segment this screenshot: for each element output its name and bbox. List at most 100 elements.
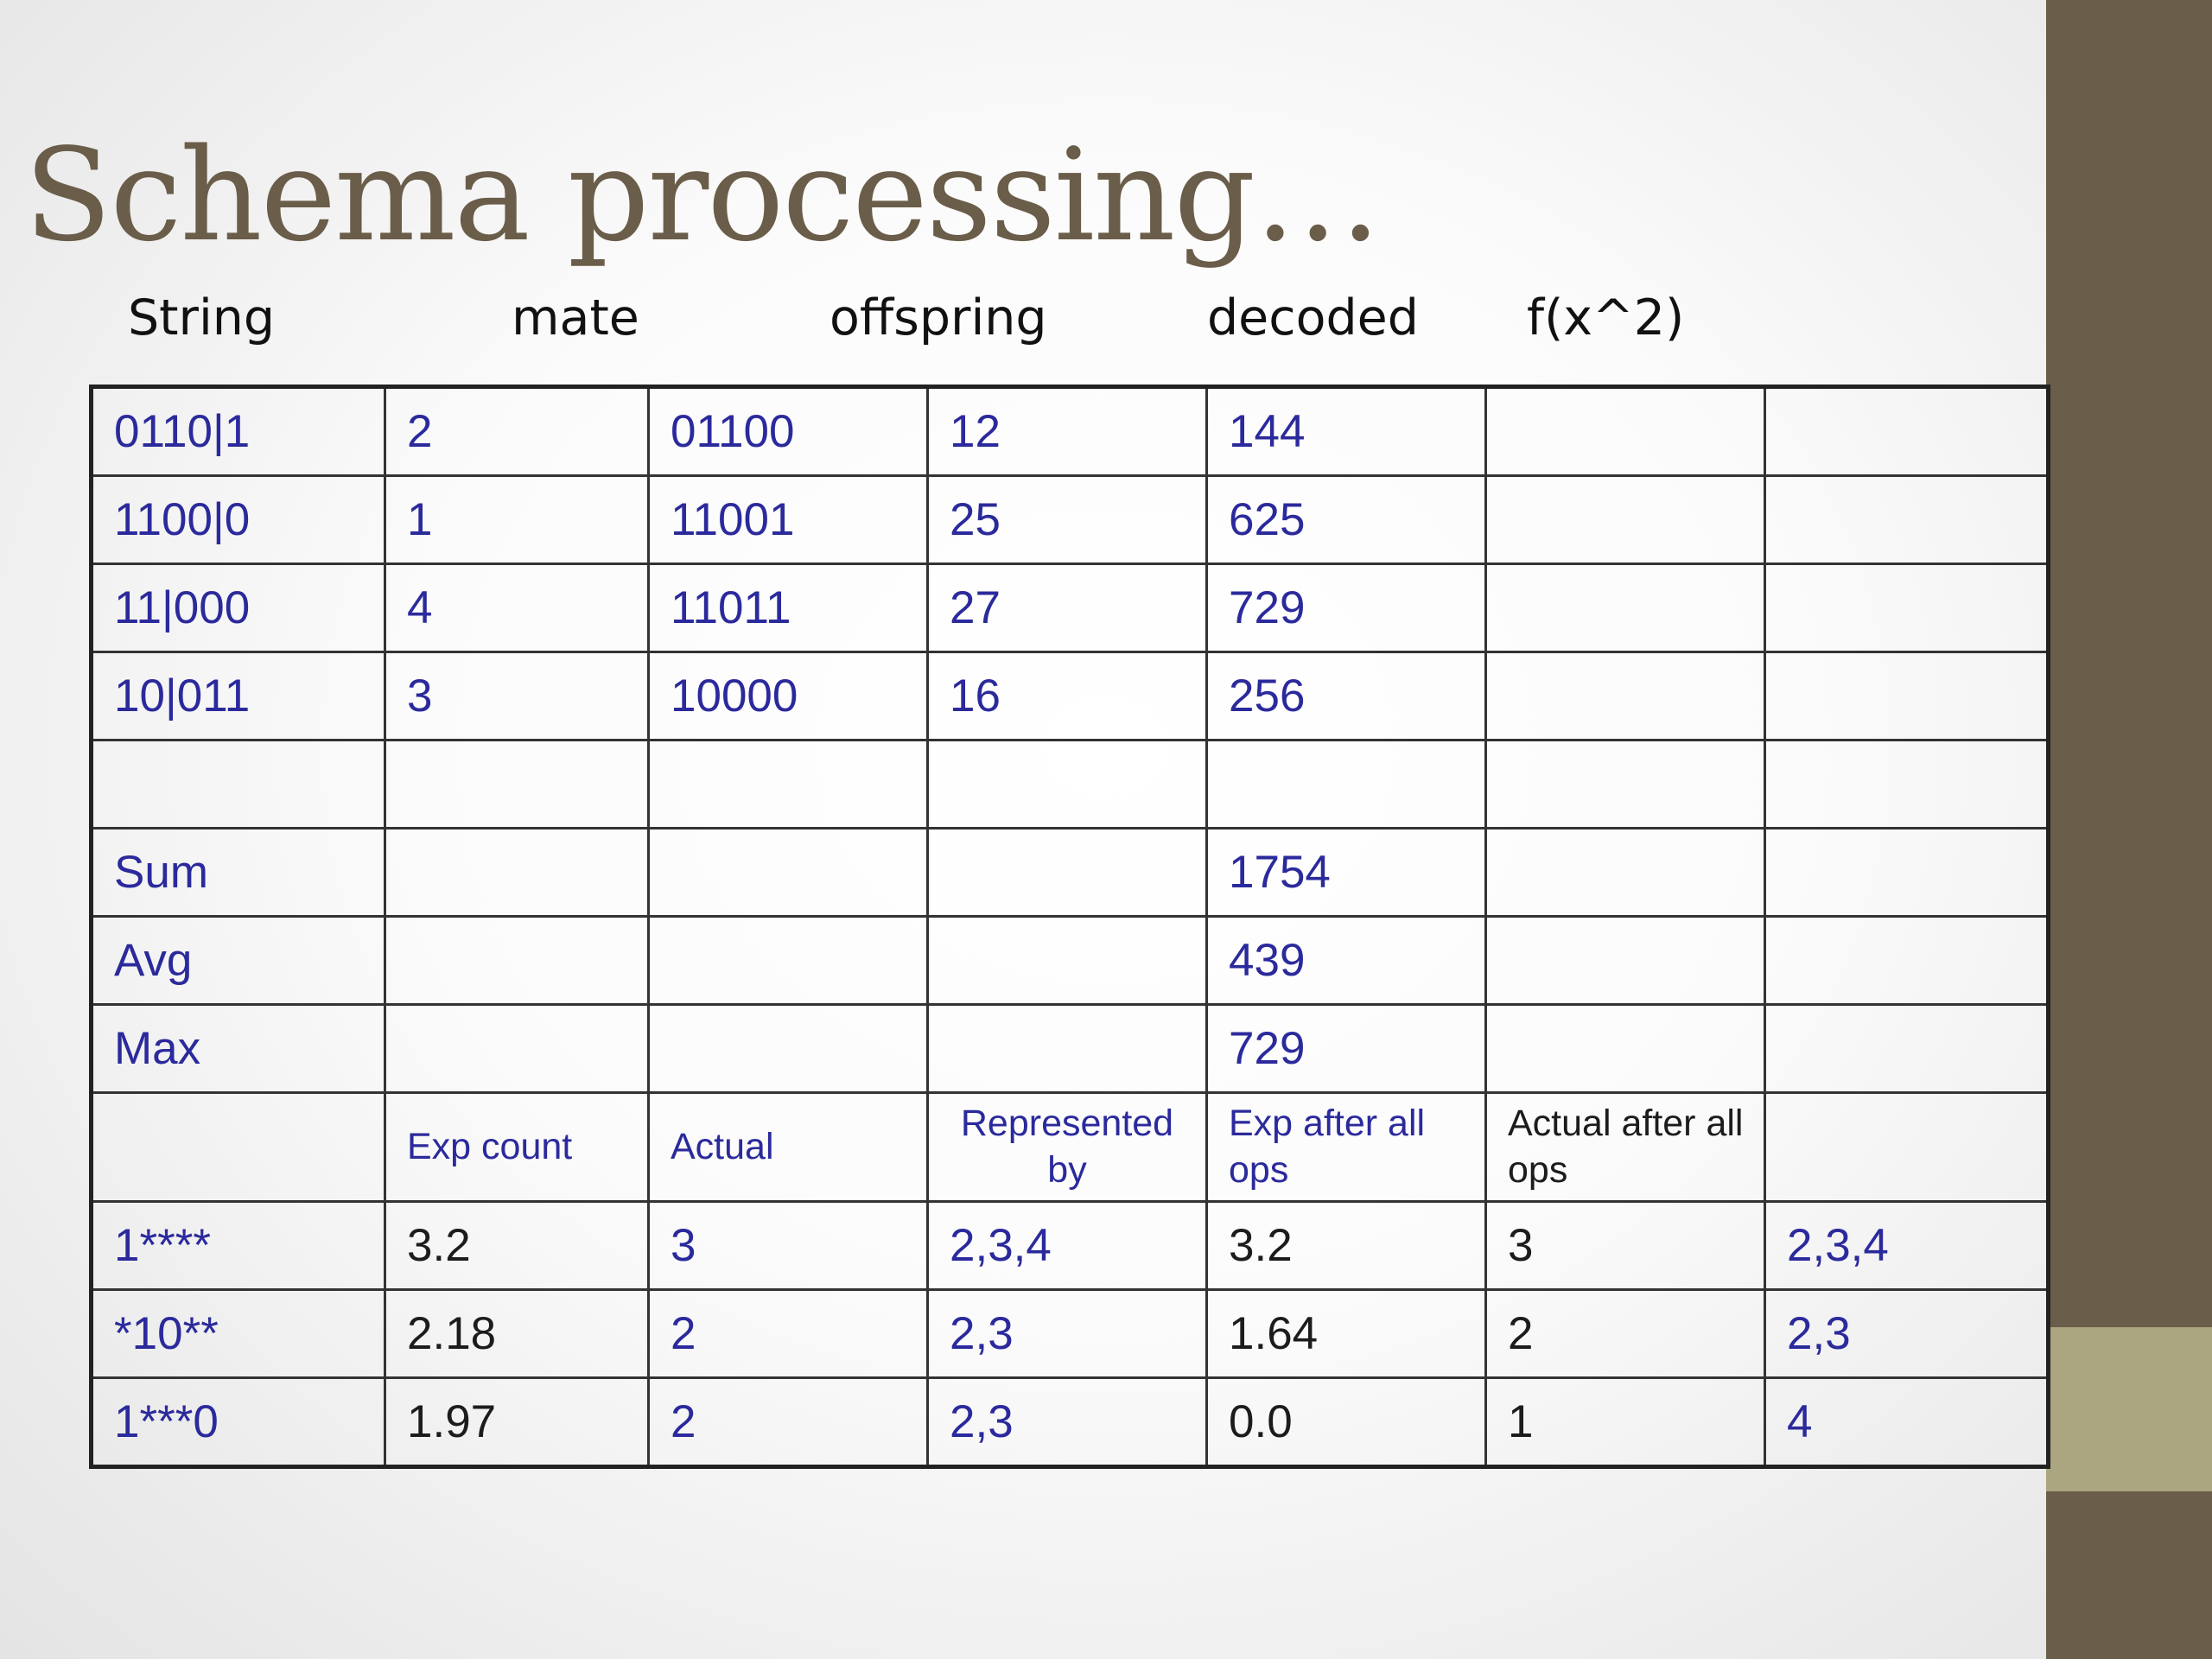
table-cell: 2	[384, 385, 650, 477]
sidebar-accent-block	[2046, 1327, 2212, 1491]
table-cell	[1484, 651, 1766, 741]
table-row: 1100|0 1 11001 25 625	[90, 474, 2050, 565]
schema-cell: 2,3	[926, 1376, 1208, 1468]
table-cell	[1484, 563, 1766, 653]
table-cell: 0110|1	[90, 385, 386, 477]
schema-cell: 2	[647, 1376, 929, 1468]
table-row: 10|011 3 10000 16 256	[90, 651, 2050, 741]
table-cell	[384, 739, 650, 830]
table-cell: 11|000	[90, 563, 386, 653]
table-cell: 439	[1205, 915, 1487, 1006]
table-cell: 25	[926, 474, 1208, 565]
table-cell	[384, 1003, 650, 1094]
table-cell	[1484, 915, 1766, 1006]
table-cell: 10000	[647, 651, 929, 741]
table-cell: 729	[1205, 1003, 1487, 1094]
schema-cell: *10**	[90, 1288, 386, 1379]
table-cell	[1205, 739, 1487, 830]
table-cell	[1484, 827, 1766, 918]
schema-header-cell: Exp count	[384, 1091, 650, 1203]
schema-table: 0110|1 2 01100 12 144 1100|0 1 11001 25 625 11|000…	[89, 385, 2050, 1469]
schema-header-cell	[1764, 1091, 2050, 1203]
schema-cell: 3.2	[1205, 1200, 1487, 1291]
table-cell: Sum	[90, 827, 386, 918]
table-cell	[647, 827, 929, 918]
table-cell	[647, 915, 929, 1006]
schema-cell: 1***0	[90, 1376, 386, 1468]
schema-cell: 2,3,4	[926, 1200, 1208, 1291]
table-cell	[926, 915, 1208, 1006]
schema-row: 1**** 3.2 3 2,3,4 3.2 3 2,3,4	[90, 1200, 2050, 1291]
column-label-decoded: decoded	[1207, 289, 1419, 346]
table-cell: Max	[90, 1003, 386, 1094]
schema-row: 1***0 1.97 2 2,3 0.0 1 4	[90, 1376, 2050, 1468]
column-label-offspring: offspring	[830, 289, 1047, 346]
schema-cell: 1.97	[384, 1376, 650, 1468]
table-cell: 729	[1205, 563, 1487, 653]
table-row	[90, 739, 2050, 830]
schema-cell: 2	[1484, 1288, 1766, 1379]
table-cell	[926, 739, 1208, 830]
table-row: Sum 1754	[90, 827, 2050, 918]
schema-cell: 2,3,4	[1764, 1200, 2050, 1291]
schema-cell: 3	[1484, 1200, 1766, 1291]
schema-cell: 2,3	[1764, 1288, 2050, 1379]
table-cell	[1484, 474, 1766, 565]
table-cell: 16	[926, 651, 1208, 741]
table-cell	[1764, 827, 2050, 918]
schema-cell: 2.18	[384, 1288, 650, 1379]
table-row: 11|000 4 11011 27 729	[90, 563, 2050, 653]
table-cell	[1764, 385, 2050, 477]
table-cell: 1100|0	[90, 474, 386, 565]
table-cell: 1	[384, 474, 650, 565]
table-cell: 27	[926, 563, 1208, 653]
table-cell: 01100	[647, 385, 929, 477]
schema-cell: 3.2	[384, 1200, 650, 1291]
schema-header-cell: Represented by	[926, 1091, 1208, 1203]
schema-header-cell: Actual	[647, 1091, 929, 1203]
table-cell: Avg	[90, 915, 386, 1006]
table-cell	[1764, 915, 2050, 1006]
column-label-mate: mate	[512, 289, 639, 346]
table-cell	[926, 827, 1208, 918]
table-cell: 11001	[647, 474, 929, 565]
column-label-string: String	[128, 289, 276, 346]
table-cell	[647, 1003, 929, 1094]
table-cell	[1764, 1003, 2050, 1094]
table-cell: 11011	[647, 563, 929, 653]
table-cell	[1764, 474, 2050, 565]
table-cell: 625	[1205, 474, 1487, 565]
table-cell	[1484, 1003, 1766, 1094]
table-row: Avg 439	[90, 915, 2050, 1006]
table-cell	[1764, 651, 2050, 741]
table-row: 0110|1 2 01100 12 144	[90, 385, 2050, 477]
schema-cell: 0.0	[1205, 1376, 1487, 1468]
schema-row: *10** 2.18 2 2,3 1.64 2 2,3	[90, 1288, 2050, 1379]
table-cell: 10|011	[90, 651, 386, 741]
table-cell	[647, 739, 929, 830]
schema-cell: 2,3	[926, 1288, 1208, 1379]
schema-cell: 2	[647, 1288, 929, 1379]
schema-cell: 1****	[90, 1200, 386, 1291]
schema-cell: 3	[647, 1200, 929, 1291]
table-cell	[90, 739, 386, 830]
table-cell: 144	[1205, 385, 1487, 477]
table-cell: 256	[1205, 651, 1487, 741]
table-cell	[384, 915, 650, 1006]
table-cell	[384, 827, 650, 918]
table-cell	[1484, 385, 1766, 477]
schema-cell: 4	[1764, 1376, 2050, 1468]
table-cell	[1484, 739, 1766, 830]
schema-table-body: 0110|1 2 01100 12 144 1100|0 1 11001 25 625 11|000…	[90, 385, 2050, 1468]
table-cell: 1754	[1205, 827, 1487, 918]
table-cell	[1764, 563, 2050, 653]
schema-header-cell: Actual after all ops	[1484, 1091, 1766, 1203]
table-cell	[1764, 739, 2050, 830]
table-cell: 3	[384, 651, 650, 741]
schema-header-cell: Exp after all ops	[1205, 1091, 1487, 1203]
schema-cell: 1	[1484, 1376, 1766, 1468]
slide-title: Schema processing…	[24, 121, 1382, 270]
schema-cell: 1.64	[1205, 1288, 1487, 1379]
schema-header-row: Exp count Actual Represented by Exp after a…	[90, 1091, 2050, 1203]
table-cell: 4	[384, 563, 650, 653]
